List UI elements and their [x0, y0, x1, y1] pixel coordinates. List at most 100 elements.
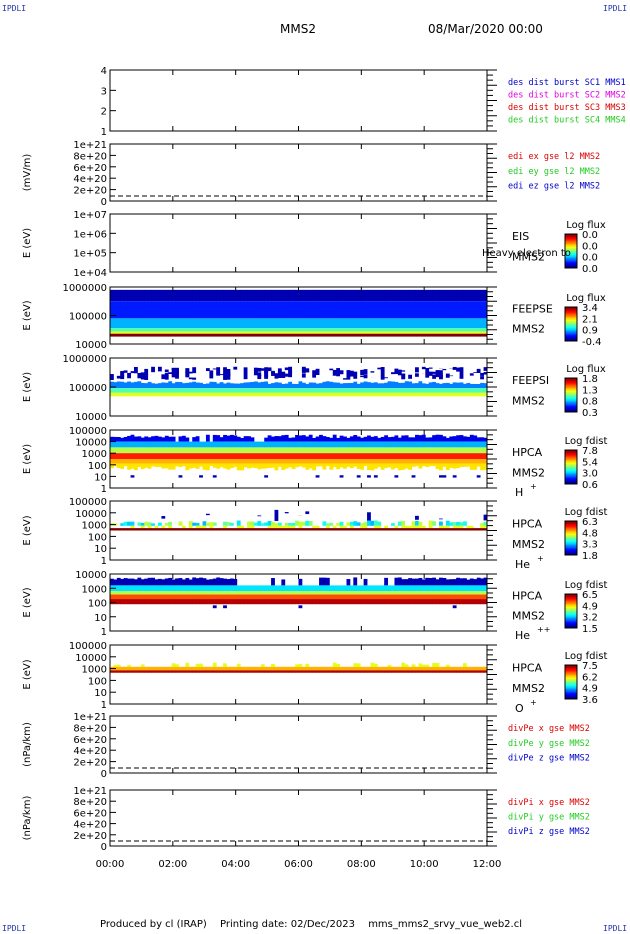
heatmap-cell — [401, 441, 406, 448]
colorbar — [564, 664, 578, 700]
heatmap-cell — [216, 331, 221, 334]
heatmap-cell — [298, 318, 303, 329]
heatmap-cell — [120, 333, 125, 337]
heatmap-cell — [425, 301, 430, 319]
heatmap-cell — [432, 371, 436, 374]
heatmap-cell — [425, 453, 430, 459]
heatmap-cell — [257, 521, 262, 526]
heatmap-cell — [127, 441, 131, 448]
heatmap-cell — [202, 301, 207, 319]
heatmap-cell — [123, 441, 128, 448]
heatmap-cell — [178, 521, 183, 526]
heatmap-cell — [380, 388, 385, 393]
heatmap-cell — [387, 447, 392, 454]
heatmap-cell — [480, 382, 484, 389]
heatmap-cell — [264, 528, 269, 531]
colorbar-tick-label: 3.4 — [582, 303, 598, 314]
heatmap-cell — [281, 591, 286, 595]
heatmap-cell — [339, 453, 344, 459]
heatmap-cell — [216, 594, 221, 600]
heatmap-cell — [133, 453, 138, 459]
heatmap-cell — [209, 599, 214, 605]
y-tick-label: 2e+20 — [73, 186, 107, 197]
heatmap-cell — [466, 670, 471, 673]
heatmap-cell — [360, 463, 365, 470]
heatmap-cell — [456, 435, 460, 442]
heatmap-cell — [343, 318, 347, 329]
heatmap-cell — [192, 301, 197, 319]
heatmap-cell — [442, 301, 447, 319]
heatmap-cell — [456, 367, 460, 372]
heatmap-cell — [363, 318, 368, 329]
heatmap-cell — [329, 528, 334, 531]
heatmap-cell — [411, 585, 416, 592]
heatmap-cell — [154, 585, 159, 592]
heatmap-cell — [185, 599, 190, 605]
heatmap-cell — [397, 577, 402, 586]
heatmap-cell — [113, 459, 118, 464]
heatmap-cell — [394, 463, 399, 469]
heatmap-cell — [483, 463, 488, 470]
heatmap-cell — [373, 459, 378, 464]
heatmap-cell — [483, 437, 488, 442]
heatmap-cell — [298, 578, 303, 586]
heatmap-cell — [315, 436, 320, 442]
heatmap-cell — [308, 670, 313, 673]
heatmap-cell — [274, 441, 279, 448]
heatmap-cell — [281, 447, 286, 454]
heatmap-cell — [442, 475, 447, 478]
heatmap-cell — [476, 475, 481, 478]
heatmap-cell — [185, 447, 190, 454]
heatmap-cell — [284, 383, 289, 389]
heatmap-cell — [127, 670, 131, 673]
heatmap-cell — [140, 333, 145, 337]
heatmap-cell — [452, 585, 457, 592]
heatmap-cell — [209, 525, 214, 529]
heatmap-cell — [298, 528, 303, 531]
heatmap-cell — [260, 463, 265, 469]
heatmap-cell — [247, 441, 251, 448]
heatmap-cell — [277, 528, 282, 531]
heatmap-cell — [140, 328, 145, 332]
heatmap-cell — [408, 289, 412, 302]
heatmap-cell — [178, 666, 183, 671]
heatmap-cell — [373, 666, 378, 671]
heatmap-cell — [192, 437, 197, 442]
heatmap-cell — [151, 463, 155, 467]
heatmap-cell — [466, 447, 471, 454]
heatmap-cell — [315, 441, 320, 448]
heatmap-cell — [349, 670, 354, 673]
heatmap-cell — [380, 670, 385, 673]
heatmap-cell — [428, 594, 433, 600]
heatmap-cell — [243, 594, 248, 600]
heatmap-cell — [195, 318, 200, 329]
heatmap-cell — [113, 441, 118, 448]
heatmap-cell — [178, 333, 183, 337]
heatmap-cell — [219, 528, 224, 531]
heatmap-cell — [353, 521, 358, 526]
heatmap-cell — [223, 521, 227, 526]
heatmap-cell — [415, 441, 419, 448]
heatmap-cell — [157, 578, 162, 586]
heatmap-cell — [144, 666, 149, 671]
heatmap-cell — [401, 333, 406, 337]
heatmap-cell — [459, 463, 464, 467]
heatmap-cell — [291, 525, 296, 529]
heatmap-cell — [151, 585, 155, 592]
heatmap-cell — [144, 328, 149, 332]
heatmap-cell — [226, 579, 231, 586]
heatmap-cell — [171, 333, 176, 337]
heatmap-cell — [415, 520, 419, 526]
corner-label-tl: IPDLI — [2, 4, 27, 13]
heatmap-cell — [319, 383, 323, 389]
heatmap-cell — [229, 670, 234, 673]
heatmap-cell — [247, 599, 251, 605]
heatmap-cell — [336, 459, 341, 464]
heatmap-cell — [325, 388, 330, 393]
heatmap-cell — [439, 591, 443, 595]
heatmap-cell — [188, 289, 193, 302]
heatmap-cell — [373, 328, 378, 332]
heatmap-cell — [271, 371, 275, 374]
heatmap-cell — [212, 318, 217, 329]
